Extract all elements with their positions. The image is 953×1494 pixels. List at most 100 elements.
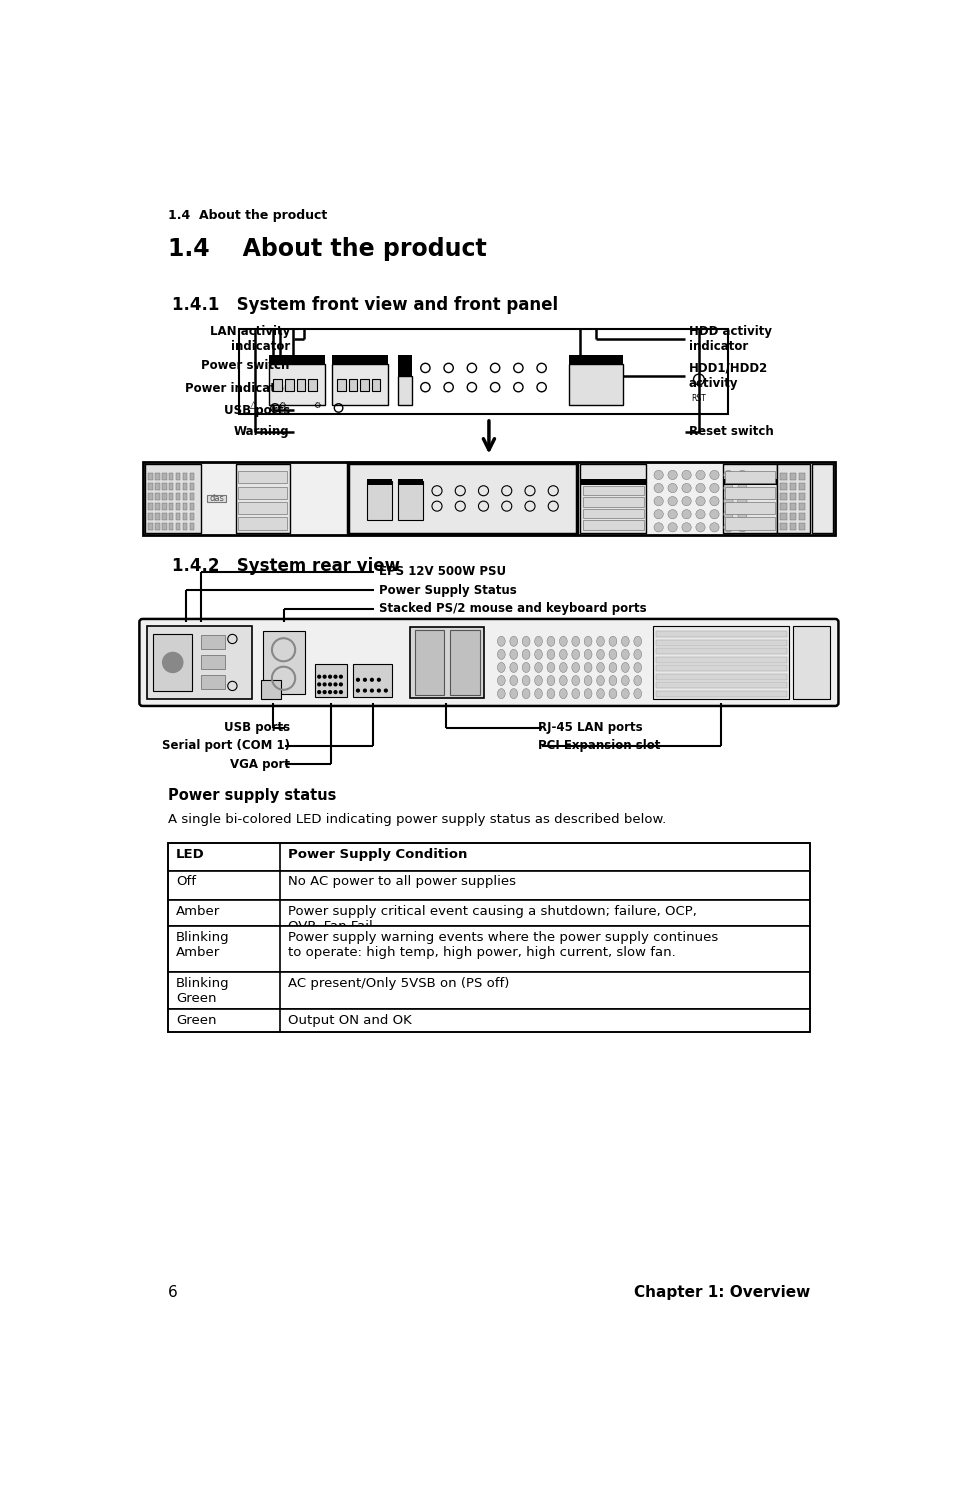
Ellipse shape xyxy=(521,675,530,686)
Bar xyxy=(169,472,173,480)
Ellipse shape xyxy=(571,675,579,686)
Bar xyxy=(655,690,785,696)
Ellipse shape xyxy=(608,650,617,659)
Bar xyxy=(148,472,152,480)
Circle shape xyxy=(377,689,380,692)
Bar xyxy=(653,626,788,699)
Bar xyxy=(162,512,167,520)
Text: 1.4    About the product: 1.4 About the product xyxy=(168,238,486,261)
Bar xyxy=(348,463,576,535)
Ellipse shape xyxy=(509,675,517,686)
Bar xyxy=(169,493,173,499)
Text: Stacked PS/2 mouse and keyboard ports: Stacked PS/2 mouse and keyboard ports xyxy=(378,602,646,616)
Circle shape xyxy=(334,690,336,693)
Bar xyxy=(724,517,774,530)
Bar xyxy=(415,630,443,695)
Text: Power supply warning events where the power supply continues
to operate: high te: Power supply warning events where the po… xyxy=(288,931,718,959)
Ellipse shape xyxy=(723,471,732,480)
Bar xyxy=(789,523,795,530)
Bar xyxy=(168,926,809,973)
Text: Amber: Amber xyxy=(175,905,220,917)
Ellipse shape xyxy=(654,509,662,518)
Bar xyxy=(175,523,180,530)
Text: EPS 12V 500W PSU: EPS 12V 500W PSU xyxy=(378,566,505,578)
Text: Power Supply Condition: Power Supply Condition xyxy=(288,847,467,861)
Ellipse shape xyxy=(654,471,662,480)
Text: Power indicator: Power indicator xyxy=(185,382,290,396)
Text: PCI Expansion slot: PCI Expansion slot xyxy=(537,740,659,753)
Bar xyxy=(655,639,785,645)
Bar xyxy=(336,379,345,391)
Ellipse shape xyxy=(695,471,704,480)
Bar xyxy=(162,523,167,530)
Text: No AC power to all power supplies: No AC power to all power supplies xyxy=(288,875,516,889)
Circle shape xyxy=(384,689,387,692)
Ellipse shape xyxy=(654,496,662,506)
Bar xyxy=(237,502,287,514)
Bar xyxy=(154,493,159,499)
Bar xyxy=(780,483,785,490)
Ellipse shape xyxy=(633,662,641,672)
Bar xyxy=(183,523,187,530)
Bar xyxy=(262,632,305,693)
Ellipse shape xyxy=(546,650,555,659)
Text: VGA port: VGA port xyxy=(230,757,290,771)
Bar xyxy=(154,523,159,530)
Bar xyxy=(168,871,809,899)
Bar xyxy=(568,356,622,365)
FancyBboxPatch shape xyxy=(139,619,838,707)
Text: Power supply critical event causing a shutdown; failure, OCP,
OVP, Fan Fail.: Power supply critical event causing a sh… xyxy=(288,905,697,932)
Ellipse shape xyxy=(608,636,617,647)
Ellipse shape xyxy=(737,509,746,518)
Bar xyxy=(162,502,167,509)
Ellipse shape xyxy=(709,496,719,506)
Ellipse shape xyxy=(583,675,592,686)
Ellipse shape xyxy=(723,484,732,493)
Bar xyxy=(207,495,226,502)
Ellipse shape xyxy=(737,496,746,506)
Bar xyxy=(169,512,173,520)
Text: △: △ xyxy=(250,400,256,411)
Ellipse shape xyxy=(620,675,629,686)
Bar xyxy=(314,665,347,696)
Bar xyxy=(372,379,380,391)
Ellipse shape xyxy=(608,662,617,672)
Ellipse shape xyxy=(723,523,732,532)
Bar xyxy=(410,626,483,698)
Bar xyxy=(582,509,643,518)
Ellipse shape xyxy=(558,662,567,672)
Bar xyxy=(190,472,194,480)
Ellipse shape xyxy=(633,636,641,647)
Bar xyxy=(168,899,809,926)
Circle shape xyxy=(317,683,320,686)
Bar xyxy=(332,365,388,405)
Bar xyxy=(789,502,795,509)
Bar xyxy=(568,365,622,405)
Bar xyxy=(154,472,159,480)
Bar xyxy=(798,523,804,530)
Ellipse shape xyxy=(654,484,662,493)
Bar xyxy=(789,512,795,520)
Bar xyxy=(655,665,785,671)
Circle shape xyxy=(356,678,359,681)
Ellipse shape xyxy=(558,675,567,686)
Circle shape xyxy=(329,690,331,693)
Ellipse shape xyxy=(571,636,579,647)
Bar xyxy=(190,523,194,530)
Ellipse shape xyxy=(633,675,641,686)
Bar xyxy=(153,633,192,692)
Bar xyxy=(655,657,785,663)
Text: LAN activity
indicator: LAN activity indicator xyxy=(210,326,290,354)
Bar xyxy=(367,478,392,486)
Bar xyxy=(348,379,356,391)
Bar xyxy=(777,465,809,533)
Bar xyxy=(183,502,187,509)
Text: 1.4.2   System rear view: 1.4.2 System rear view xyxy=(172,557,399,575)
Circle shape xyxy=(356,689,359,692)
Ellipse shape xyxy=(596,636,604,647)
Text: Blinking
Amber: Blinking Amber xyxy=(175,931,230,959)
Bar xyxy=(722,465,777,533)
Text: ⚙: ⚙ xyxy=(278,402,286,411)
Bar xyxy=(724,471,774,484)
Ellipse shape xyxy=(521,662,530,672)
